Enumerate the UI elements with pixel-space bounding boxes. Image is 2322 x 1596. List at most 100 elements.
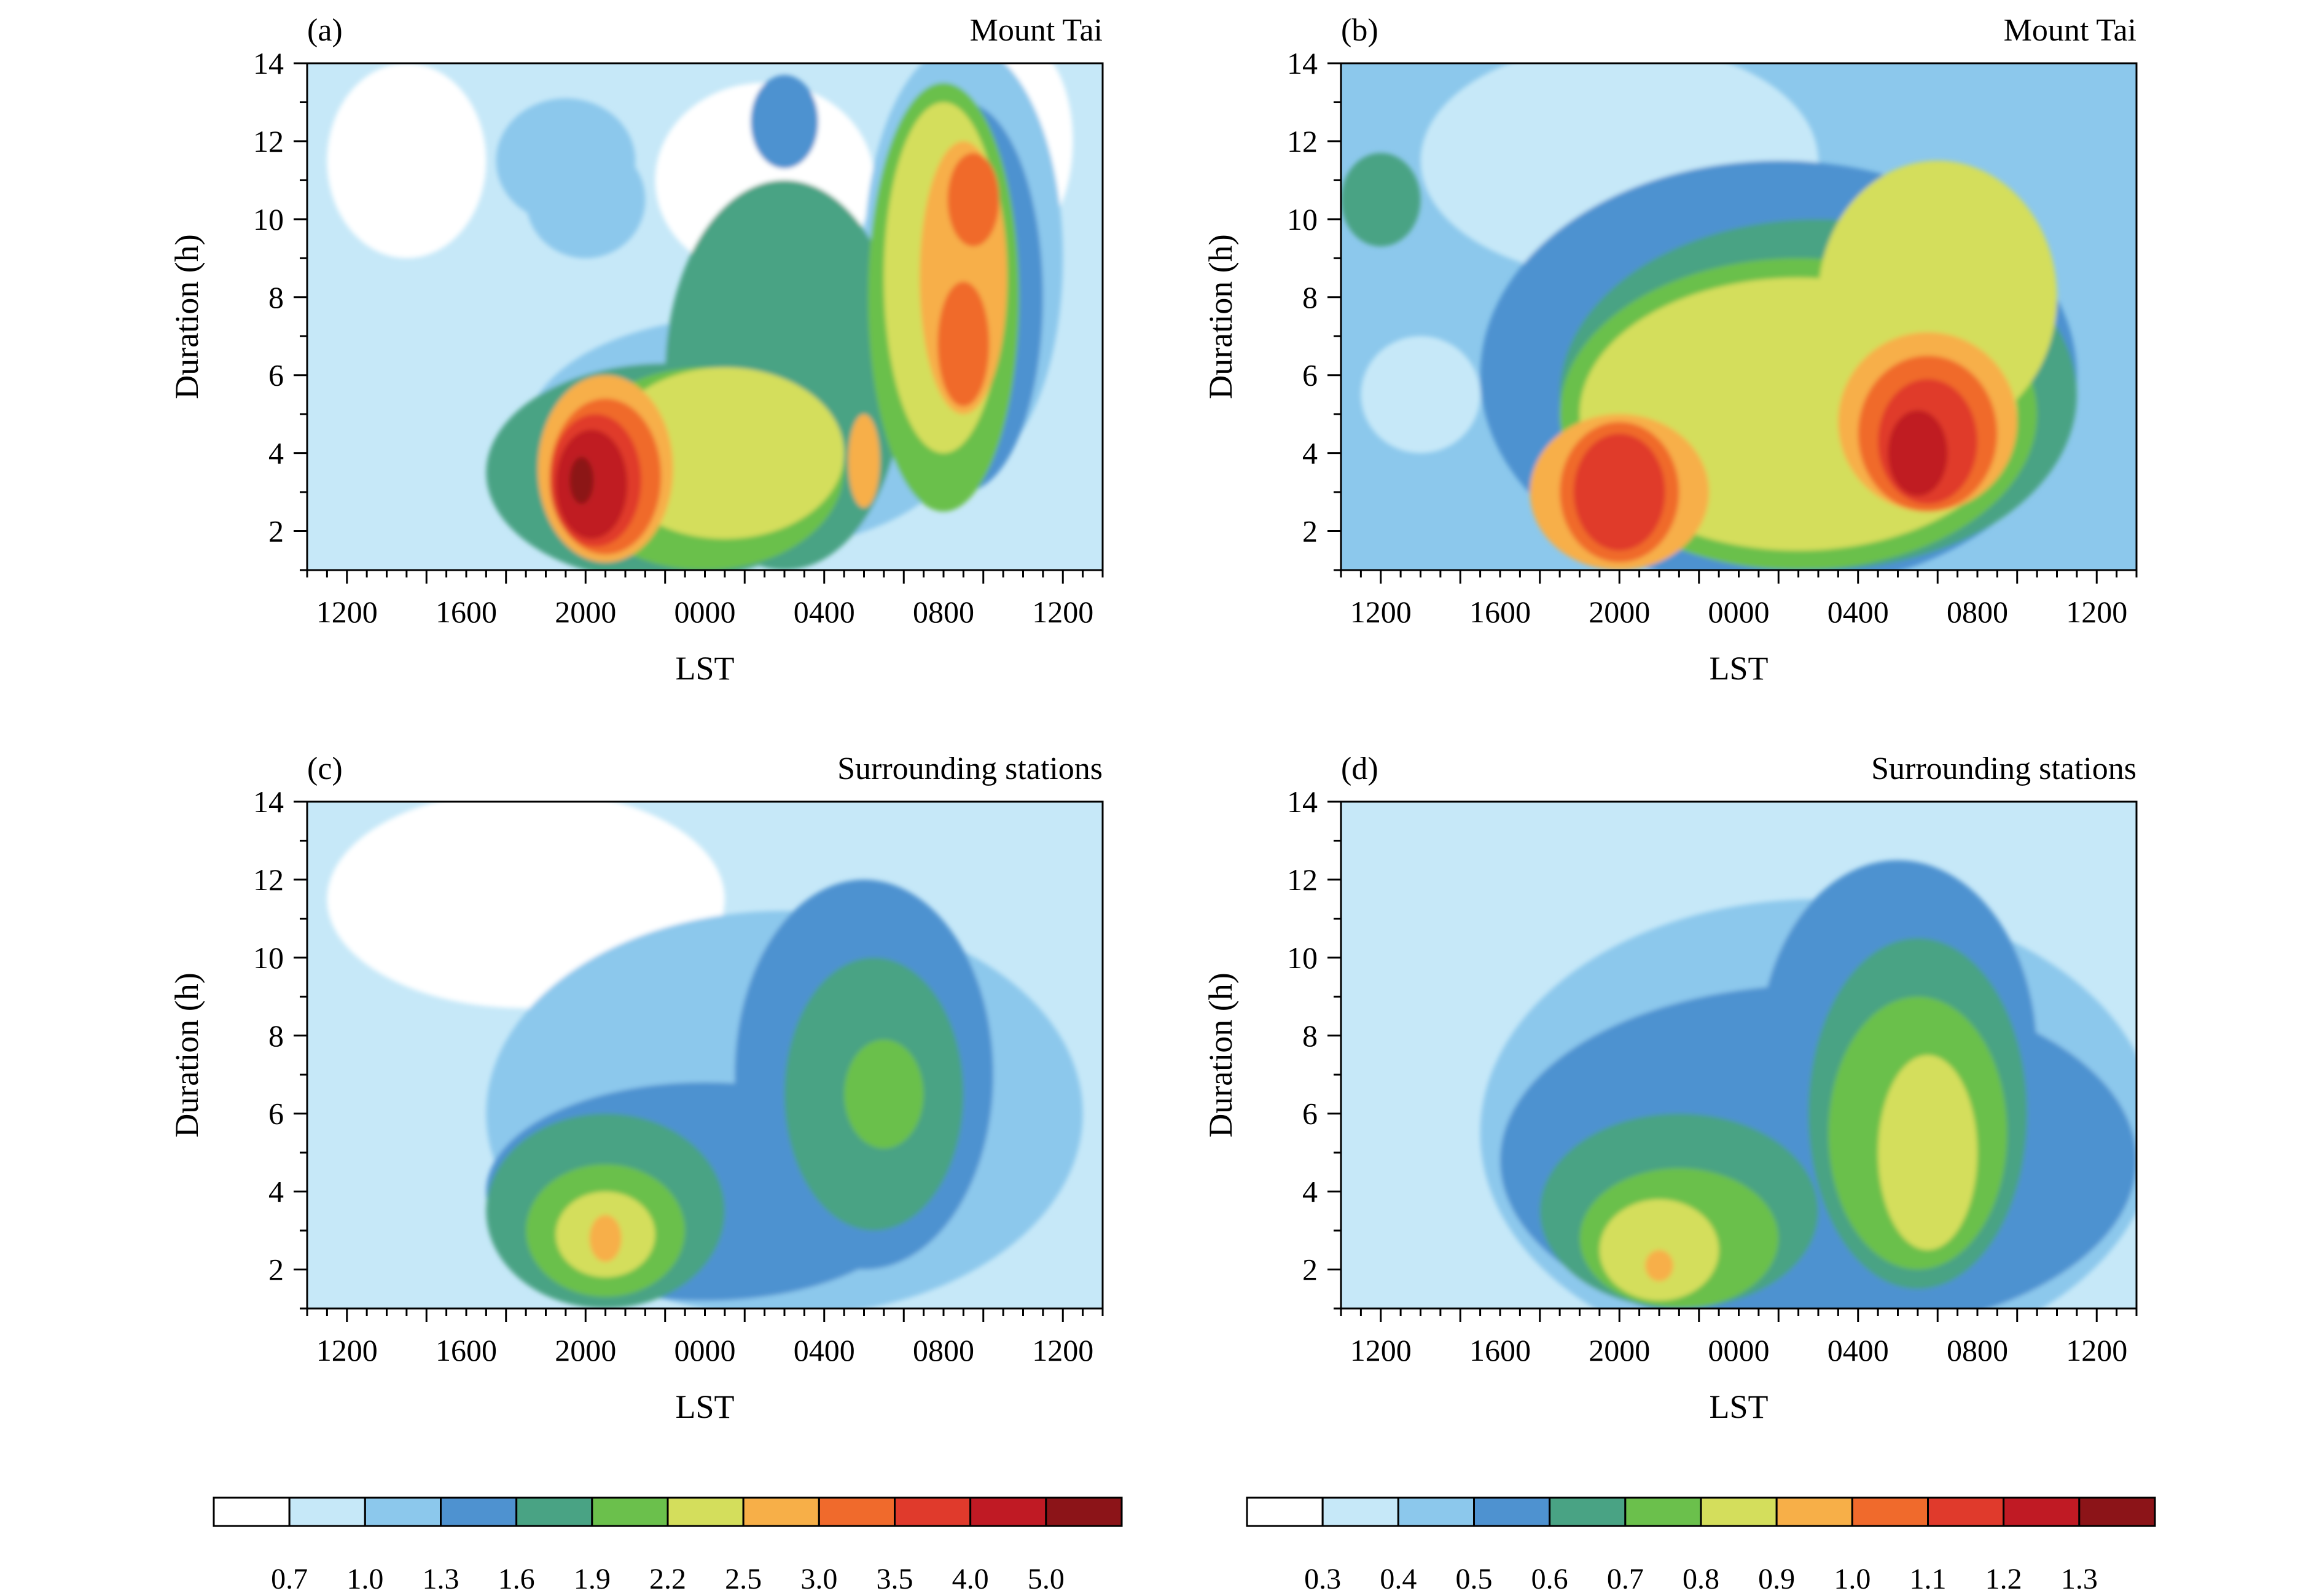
colorbar-label: 1.3 <box>423 1563 459 1595</box>
colorbar-label: 2.2 <box>649 1563 686 1595</box>
colorbar-swatch <box>515 1496 593 1527</box>
colorbar-label: 0.5 <box>1456 1563 1493 1595</box>
colorbar-swatch <box>969 1496 1047 1527</box>
colorbar-swatch <box>1624 1496 1702 1527</box>
y-tick-label: 12 <box>1287 863 1318 897</box>
y-tick-label: 14 <box>1287 784 1318 819</box>
colorbar-swatch <box>818 1496 896 1527</box>
y-axis-title: Duration (h) <box>168 234 205 399</box>
y-tick-label: 6 <box>1302 1097 1318 1131</box>
x-tick-label: 0000 <box>1708 1333 1770 1367</box>
x-tick-label: 1600 <box>436 595 497 629</box>
colorbar-label: 5.0 <box>1028 1563 1065 1595</box>
y-tick-label: 2 <box>268 514 284 549</box>
contour-region-level-5 <box>844 1039 924 1149</box>
y-tick-label: 2 <box>268 1253 284 1287</box>
y-tick-label: 14 <box>253 784 284 819</box>
colorbar-swatch <box>1246 1496 1324 1527</box>
x-tick-label: 0800 <box>913 1333 974 1367</box>
y-tick-label: 8 <box>268 280 284 315</box>
x-tick-label: 0800 <box>913 595 974 629</box>
x-tick-label: 1200 <box>1350 1333 1412 1367</box>
panel-location-title: Surrounding stations <box>1871 751 2136 786</box>
panel-1: 1200 1600 2000 0000 0400 0800 1200 2 4 6 8 10 12 14 LS… <box>168 13 1104 687</box>
y-tick-label: 4 <box>1302 1175 1318 1209</box>
y-tick-label: 2 <box>1302 514 1318 549</box>
x-tick-label: 0000 <box>674 1333 736 1367</box>
colorbar-swatch <box>1473 1496 1551 1527</box>
colorbar-label: 3.0 <box>800 1563 837 1595</box>
colorbar-2: 0.3 0.4 0.5 0.6 0.7 0.8 0.9 1.0 1.1 1.2 1.3 <box>1246 1496 2156 1595</box>
x-tick-label: 0400 <box>794 1333 855 1367</box>
contour-region-level-11 <box>569 456 594 504</box>
x-tick-label: 2000 <box>1589 1333 1650 1367</box>
y-tick-label: 6 <box>1302 358 1318 393</box>
colorbar-swatch <box>213 1496 291 1527</box>
contour-region-level-6 <box>1599 1199 1719 1301</box>
contour-region-level-3 <box>750 75 819 169</box>
panel-location-title: Surrounding stations <box>837 751 1103 786</box>
contour-region-level-7 <box>848 414 880 508</box>
contour-region-level-10 <box>1888 410 1948 496</box>
colorbar-label: 4.0 <box>952 1563 989 1595</box>
y-tick-label: 8 <box>1302 280 1318 315</box>
colorbar-label: 0.7 <box>1607 1563 1644 1595</box>
colorbar-label: 0.9 <box>1758 1563 1795 1595</box>
y-tick-label: 14 <box>253 46 284 80</box>
y-tick-label: 4 <box>268 436 284 471</box>
panel-2: 1200 1600 2000 0000 0400 0800 1200 2 4 6 8 10 12 14 LS… <box>1202 13 2138 687</box>
x-axis-title: LST <box>675 650 734 687</box>
panel-label: (a) <box>307 13 343 48</box>
x-tick-label: 0800 <box>1947 595 2008 629</box>
contour-region-level-8 <box>947 152 999 247</box>
x-tick-label: 1600 <box>1469 1333 1531 1367</box>
colorbar-label: 0.7 <box>271 1563 308 1595</box>
x-axis-title: LST <box>1709 650 1768 687</box>
panel-label: (c) <box>307 751 343 786</box>
y-tick-label: 14 <box>1287 46 1318 80</box>
contour-field <box>1341 63 2136 570</box>
colorbar-swatch <box>1700 1496 1778 1527</box>
colorbar-1: 0.7 1.0 1.3 1.6 1.9 2.2 2.5 3.0 3.5 4.0 5.0 <box>213 1496 1123 1595</box>
contour-region-level-7 <box>1645 1250 1673 1281</box>
colorbar-label: 2.5 <box>725 1563 762 1595</box>
colorbar-swatch <box>1851 1496 1929 1527</box>
contour-region-level-7 <box>589 1215 622 1262</box>
y-tick-label: 10 <box>1287 202 1318 237</box>
y-tick-label: 4 <box>1302 436 1318 471</box>
y-tick-label: 6 <box>268 358 284 393</box>
colorbar-swatch <box>1045 1496 1123 1527</box>
colorbar-label: 0.4 <box>1380 1563 1417 1595</box>
y-axis-title: Duration (h) <box>168 972 205 1137</box>
contour-field <box>1341 802 2136 1308</box>
contour-field <box>307 63 1103 570</box>
panel-label: (b) <box>1341 13 1378 48</box>
y-tick-label: 12 <box>1287 124 1318 158</box>
panel-location-title: Mount Tai <box>970 13 1103 48</box>
x-tick-label: 1200 <box>2066 595 2127 629</box>
x-tick-label: 0400 <box>1828 1333 1889 1367</box>
x-tick-label: 0800 <box>1947 1333 2008 1367</box>
colorbar-swatch <box>894 1496 972 1527</box>
contour-region-level-2 <box>496 98 636 224</box>
panel-4: 1200 1600 2000 0000 0400 0800 1200 2 4 6 8 10 12 14 LS… <box>1202 751 2138 1425</box>
x-tick-label: 2000 <box>1589 595 1650 629</box>
contour-region-level-0 <box>327 63 487 259</box>
colorbar-label: 1.1 <box>1910 1563 1947 1595</box>
colorbar-swatch <box>1549 1496 1627 1527</box>
y-tick-label: 6 <box>268 1097 284 1131</box>
x-tick-label: 2000 <box>555 1333 616 1367</box>
x-tick-label: 1200 <box>1032 595 1093 629</box>
colorbar-swatch <box>1927 1496 2005 1527</box>
colorbar-swatch <box>591 1496 669 1527</box>
y-axis-title: Duration (h) <box>1202 234 1239 399</box>
y-tick-label: 8 <box>268 1019 284 1053</box>
x-tick-label: 0400 <box>1828 595 1889 629</box>
colorbar-label: 3.5 <box>877 1563 913 1595</box>
x-tick-label: 0000 <box>1708 595 1770 629</box>
y-tick-label: 10 <box>1287 941 1318 975</box>
y-axis-title: Duration (h) <box>1202 972 1239 1137</box>
colorbar-label: 1.2 <box>1985 1563 2022 1595</box>
panel-label: (d) <box>1341 751 1378 786</box>
colorbar-swatch <box>440 1496 518 1527</box>
